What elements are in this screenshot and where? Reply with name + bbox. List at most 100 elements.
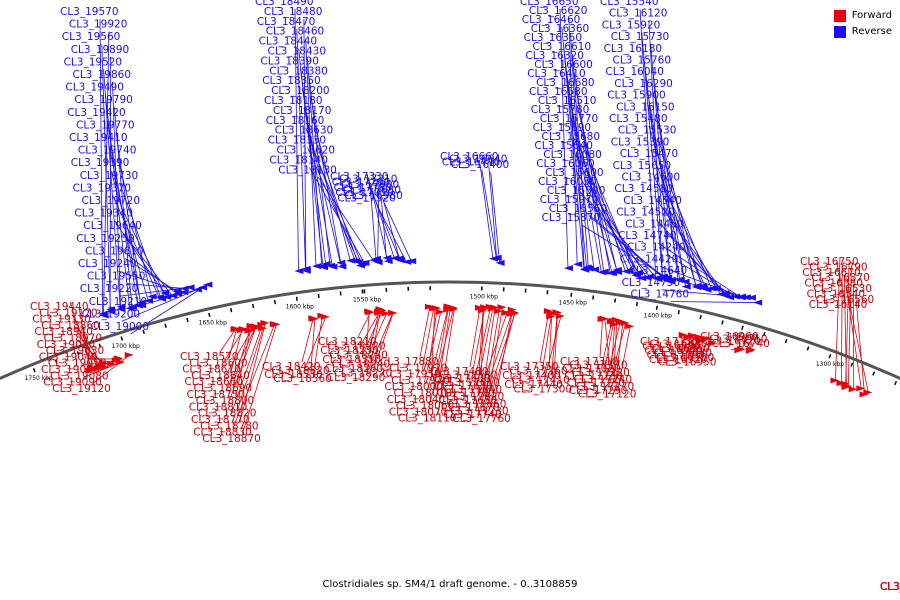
gene-label[interactable]: CL3_18440 [259, 36, 318, 48]
gene-label[interactable]: CL3_18240 [332, 359, 391, 371]
gene-label[interactable]: CL3_19240 [78, 258, 137, 270]
gene-label[interactable]: CL3_17920 [389, 362, 448, 374]
gene-label[interactable]: CL3_17700 [437, 388, 496, 400]
gene-label[interactable]: CL3_19220 [80, 283, 139, 295]
gene-label[interactable]: CL3_18220 [327, 341, 386, 353]
gene-label[interactable]: CL3_19200 [82, 308, 141, 320]
gene-label[interactable]: CL3_14580 [614, 183, 673, 195]
gene-label[interactable]: CL3_15270 [880, 581, 900, 593]
gene-label[interactable]: CL3_16580 [529, 86, 588, 98]
gene-label[interactable]: CL3_17680 [343, 185, 402, 197]
gene-label[interactable]: CL3_18870 [202, 433, 261, 445]
gene-label[interactable]: CL3_18140 [269, 154, 328, 166]
gene-label[interactable]: CL3_18830 [193, 427, 252, 439]
gene-label[interactable]: CL3_19080 [50, 370, 109, 382]
gene-label[interactable]: CL3_15680 [542, 131, 601, 143]
gene-label[interactable]: CL3_15600 [545, 167, 604, 179]
gene-label[interactable]: CL3_17520 [337, 193, 396, 205]
gene-label[interactable]: CL3_15650 [613, 160, 672, 172]
gene-label[interactable]: CL3_18600 [189, 357, 248, 369]
gene-label[interactable]: CL3_16880 [642, 341, 701, 353]
gene-label[interactable]: CL3_16720 [702, 336, 761, 348]
gene-label[interactable]: CL3_19340 [74, 208, 133, 220]
gene-label[interactable]: CL3_18570 [180, 351, 239, 363]
gene-label[interactable]: CL3_16410 [527, 68, 586, 80]
gene-label[interactable]: CL3_18210 [318, 336, 377, 348]
gene-label[interactable]: CL3_18010 [394, 388, 453, 400]
gene-label[interactable]: CL3_17620 [446, 391, 505, 403]
gene-label[interactable]: CL3_18420 [262, 361, 321, 373]
gene-label[interactable]: CL3_17010 [335, 187, 394, 199]
gene-label[interactable]: CL3_15530 [618, 125, 677, 137]
gene-label[interactable]: CL3_16640 [449, 154, 508, 166]
gene-label[interactable]: CL3_15830 [880, 581, 900, 593]
gene-label[interactable]: CL3_16820 [649, 338, 708, 350]
gene-label[interactable]: CL3_16040 [605, 66, 664, 78]
gene-label[interactable]: CL3_18260 [325, 363, 384, 375]
gene-label[interactable]: CL3_16060 [536, 158, 595, 170]
gene-label[interactable]: CL3_17200 [332, 176, 391, 188]
gene-label[interactable]: CL3_18130 [278, 164, 337, 176]
gene-label[interactable]: CL3_18860 [41, 320, 100, 332]
gene-label[interactable]: CL3_18630 [275, 125, 334, 137]
gene-label[interactable]: CL3_19790 [74, 94, 133, 106]
gene-label[interactable]: CL3_15310 [880, 581, 900, 593]
gene-label[interactable]: CL3_15920 [602, 19, 661, 31]
gene-label[interactable]: CL3_17290 [569, 385, 628, 397]
gene-label[interactable]: CL3_17120 [578, 388, 637, 400]
gene-label[interactable]: CL3_17630 [434, 380, 493, 392]
gene-label[interactable]: CL3_17480 [430, 366, 489, 378]
gene-label[interactable]: CL3_15320 [880, 581, 900, 593]
gene-label[interactable]: CL3_18000 [384, 381, 443, 393]
gene-label[interactable]: CL3_15390 [611, 136, 670, 148]
gene-label[interactable]: CL3_18800 [196, 395, 255, 407]
gene-label[interactable]: CL3_16920 [649, 354, 708, 366]
gene-label[interactable]: CL3_18060 [396, 400, 455, 412]
gene-label[interactable]: CL3_17580 [439, 370, 498, 382]
gene-label[interactable]: CL3_19410 [69, 132, 128, 144]
gene-label[interactable]: CL3_18230 [320, 345, 379, 357]
gene-label[interactable]: CL3_19550 [87, 271, 146, 283]
gene-label[interactable]: CL3_19610 [85, 245, 144, 257]
gene-label[interactable]: CL3_17130 [640, 336, 699, 348]
gene-label[interactable]: CL3_15770 [540, 113, 599, 125]
gene-label[interactable]: CL3_18350 [262, 75, 321, 87]
gene-label[interactable]: CL3_16530 [814, 283, 873, 295]
gene-label[interactable]: CL3_15360 [880, 581, 900, 593]
gene-label[interactable]: CL3_16510 [538, 95, 597, 107]
gene-label[interactable]: CL3_16750 [800, 256, 859, 268]
gene-label[interactable]: CL3_17670 [441, 402, 500, 414]
gene-label[interactable]: CL3_16740 [711, 338, 770, 350]
gene-label[interactable]: CL3_17210 [339, 174, 398, 186]
gene-label[interactable]: CL3_15900 [607, 90, 666, 102]
gene-label[interactable]: CL3_18390 [260, 55, 319, 67]
gene-label[interactable]: CL3_15350 [880, 581, 900, 593]
gene-label[interactable]: CL3_16180 [604, 43, 663, 55]
gene-label[interactable]: CL3_17070 [654, 347, 713, 359]
gene-label[interactable]: CL3_19390 [71, 157, 130, 169]
gene-label[interactable]: CL3_17900 [341, 179, 400, 191]
gene-label[interactable]: CL3_18040 [387, 394, 446, 406]
gene-label[interactable]: CL3_15640 [534, 140, 593, 152]
gene-label[interactable]: CL3_17360 [509, 366, 568, 378]
gene-label[interactable]: CL3_15730 [611, 31, 670, 43]
gene-label[interactable]: CL3_19570 [60, 6, 119, 18]
gene-label[interactable]: CL3_17970 [391, 375, 450, 387]
gene-label[interactable]: CL3_18380 [269, 65, 328, 77]
gene-label[interactable]: CL3_17440 [504, 379, 563, 391]
gene-label[interactable]: CL3_15560 [549, 203, 608, 215]
gene-label[interactable]: CL3_19130 [32, 314, 91, 326]
gene-label[interactable]: CL3_16960 [700, 331, 759, 343]
gene-label[interactable]: CL3_18750 [187, 389, 246, 401]
gene-label[interactable]: CL3_14740 [618, 230, 677, 242]
gene-label[interactable]: CL3_17230 [564, 370, 623, 382]
gene-label[interactable]: CL3_16620 [529, 5, 588, 17]
gene-label[interactable]: CL3_16200 [880, 581, 900, 593]
gene-label[interactable]: CL3_15510 [880, 581, 900, 593]
gene-label[interactable]: CL3_14600 [622, 172, 681, 184]
gene-label[interactable]: CL3_16440 [442, 156, 501, 168]
gene-label[interactable]: CL3_18520 [271, 365, 330, 377]
gene-label[interactable]: CL3_19640 [83, 220, 142, 232]
gene-label[interactable]: CL3_18660 [184, 376, 243, 388]
gene-label[interactable]: CL3_16560 [816, 294, 875, 306]
